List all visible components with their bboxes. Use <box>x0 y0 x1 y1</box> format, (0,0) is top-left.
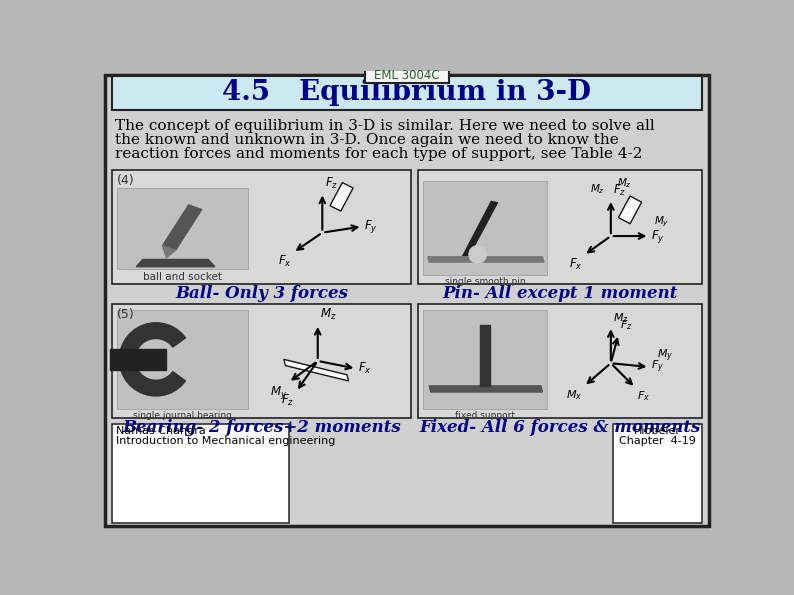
Text: fixed support: fixed support <box>455 411 515 420</box>
Text: $M_z$: $M_z$ <box>590 182 605 196</box>
Text: Bearing- 2 forces+2 moments: Bearing- 2 forces+2 moments <box>122 419 401 437</box>
Polygon shape <box>428 256 544 262</box>
Text: $F_y$: $F_y$ <box>651 227 665 245</box>
Polygon shape <box>163 246 175 258</box>
Text: $F_x$: $F_x$ <box>278 254 291 270</box>
Circle shape <box>469 246 486 263</box>
Text: $M_y$: $M_y$ <box>657 347 673 364</box>
Polygon shape <box>330 183 353 211</box>
Text: Pin- All except 1 moment: Pin- All except 1 moment <box>442 286 678 302</box>
Text: Fixed- All 6 forces & moments: Fixed- All 6 forces & moments <box>419 419 701 437</box>
Text: Hibbeler: Hibbeler <box>634 427 681 436</box>
Text: 4.5   Equilibrium in 3-D: 4.5 Equilibrium in 3-D <box>222 80 592 107</box>
Text: $F_z$: $F_z$ <box>326 176 338 191</box>
Text: $F_x$: $F_x$ <box>358 361 372 376</box>
Text: $F_z$: $F_z$ <box>620 318 633 333</box>
Text: $F_x$: $F_x$ <box>569 257 582 272</box>
Polygon shape <box>119 323 186 396</box>
FancyBboxPatch shape <box>365 68 449 83</box>
Text: $F_z$: $F_z$ <box>281 393 295 408</box>
Text: $F_z$: $F_z$ <box>613 183 626 198</box>
Text: $M_z$: $M_z$ <box>320 308 337 322</box>
Text: Introduction to Mechanical engineering: Introduction to Mechanical engineering <box>116 436 335 446</box>
Text: $M_y$: $M_y$ <box>270 384 287 401</box>
Text: $F_y$: $F_y$ <box>364 218 378 235</box>
Polygon shape <box>430 386 542 392</box>
FancyBboxPatch shape <box>112 170 410 284</box>
Text: The concept of equilibrium in 3-D is similar. Here we need to solve all: The concept of equilibrium in 3-D is sim… <box>115 119 655 133</box>
Text: $F_x$: $F_x$ <box>637 389 650 403</box>
Text: the known and unknown in 3-D. Once again we need to know the: the known and unknown in 3-D. Once again… <box>115 133 619 147</box>
FancyBboxPatch shape <box>613 424 702 524</box>
Polygon shape <box>110 349 167 370</box>
Text: single smooth pin: single smooth pin <box>445 277 526 286</box>
Polygon shape <box>480 325 490 386</box>
FancyBboxPatch shape <box>423 181 547 275</box>
Polygon shape <box>461 201 498 261</box>
Text: (4): (4) <box>117 174 134 187</box>
Text: ball and socket: ball and socket <box>143 271 222 281</box>
Polygon shape <box>163 205 202 250</box>
FancyBboxPatch shape <box>105 75 709 526</box>
FancyBboxPatch shape <box>117 310 248 409</box>
FancyBboxPatch shape <box>112 304 410 418</box>
FancyBboxPatch shape <box>112 76 702 110</box>
Text: $M_y$: $M_y$ <box>654 215 669 230</box>
Polygon shape <box>283 359 349 381</box>
FancyBboxPatch shape <box>117 189 248 268</box>
FancyBboxPatch shape <box>418 304 702 418</box>
FancyBboxPatch shape <box>423 310 547 409</box>
Text: EML 3004C: EML 3004C <box>374 69 440 82</box>
Text: (5): (5) <box>117 308 134 321</box>
Polygon shape <box>137 259 215 267</box>
Text: Namas Chandra: Namas Chandra <box>116 427 206 436</box>
Text: $M_z$: $M_z$ <box>617 176 632 190</box>
Text: Chapter  4-19: Chapter 4-19 <box>619 436 696 446</box>
Polygon shape <box>619 196 642 224</box>
Text: $M_z$: $M_z$ <box>613 311 629 325</box>
FancyBboxPatch shape <box>418 170 702 284</box>
Text: single journal bearing: single journal bearing <box>133 411 232 420</box>
FancyBboxPatch shape <box>112 424 289 524</box>
Text: $M_x$: $M_x$ <box>566 388 582 402</box>
Text: $F_y$: $F_y$ <box>651 359 664 375</box>
Text: Ball- Only 3 forces: Ball- Only 3 forces <box>175 286 348 302</box>
Text: reaction forces and moments for each type of support, see Table 4-2: reaction forces and moments for each typ… <box>115 147 642 161</box>
